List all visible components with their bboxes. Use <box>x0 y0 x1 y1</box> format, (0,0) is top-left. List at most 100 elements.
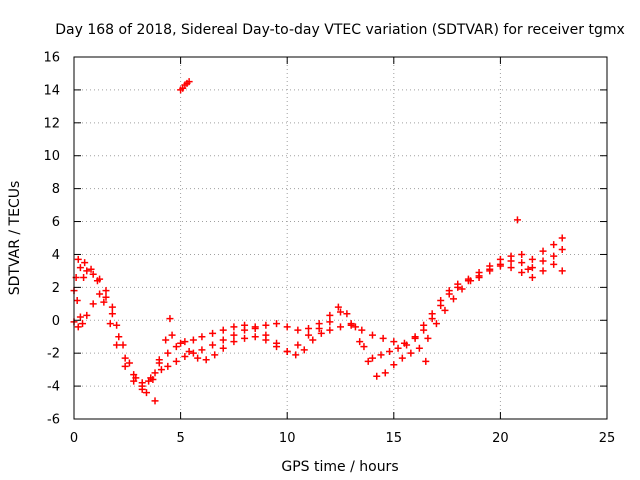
data-point <box>96 290 104 298</box>
data-point <box>181 338 189 346</box>
x-tick-label: 20 <box>492 431 509 446</box>
data-point <box>138 385 146 393</box>
data-point <box>83 311 91 319</box>
data-point <box>108 310 116 318</box>
data-point <box>262 336 270 344</box>
data-point <box>518 269 526 277</box>
data-point <box>211 351 219 359</box>
data-point <box>496 260 504 268</box>
data-point <box>305 331 313 339</box>
data-point <box>241 334 249 342</box>
data-point <box>422 357 430 365</box>
data-point <box>475 273 483 281</box>
data-point <box>360 343 368 351</box>
data-point <box>273 320 281 328</box>
data-point <box>528 273 536 281</box>
data-point <box>157 366 165 374</box>
data-point <box>164 349 172 357</box>
data-point <box>528 264 536 272</box>
data-point <box>539 247 547 255</box>
y-tick-label: 12 <box>43 116 60 131</box>
data-point <box>108 303 116 311</box>
x-tick-label: 15 <box>386 431 403 446</box>
y-axis-label: SDTVAR / TECUs <box>7 181 23 296</box>
data-point <box>74 255 82 263</box>
data-point <box>125 359 133 367</box>
data-point <box>151 369 159 377</box>
data-point <box>202 356 210 364</box>
data-point <box>262 321 270 329</box>
data-point <box>528 255 536 263</box>
data-point <box>273 343 281 351</box>
data-point <box>294 326 302 334</box>
data-point <box>164 362 172 370</box>
data-point <box>138 379 146 387</box>
data-point <box>518 250 526 258</box>
data-point <box>377 351 385 359</box>
data-point <box>283 348 291 356</box>
data-point <box>305 325 313 332</box>
data-point <box>198 333 206 341</box>
y-tick-label: 8 <box>52 182 60 197</box>
data-point <box>219 336 227 344</box>
data-point <box>428 315 436 323</box>
x-axis-label: GPS time / hours <box>281 459 398 475</box>
data-point <box>292 351 300 359</box>
data-point <box>130 377 138 385</box>
data-point <box>356 338 364 346</box>
x-tick-label: 0 <box>70 431 78 446</box>
data-point <box>155 356 163 364</box>
data-point <box>177 339 185 347</box>
data-point <box>326 326 334 334</box>
data-point <box>415 344 423 352</box>
data-point <box>309 336 317 344</box>
data-point <box>432 320 440 328</box>
y-tick-label: -2 <box>47 347 60 362</box>
data-point <box>315 325 323 332</box>
data-point <box>89 270 97 278</box>
data-point <box>441 306 449 314</box>
data-point <box>172 343 180 351</box>
data-point <box>189 336 197 344</box>
data-point <box>437 301 445 309</box>
data-point <box>185 348 193 356</box>
data-point <box>113 321 121 329</box>
data-point <box>219 344 227 352</box>
data-point <box>219 326 227 334</box>
data-point <box>198 346 206 354</box>
series-outliers <box>74 78 532 405</box>
data-point <box>166 315 174 323</box>
data-point <box>317 329 325 337</box>
data-point <box>364 357 372 365</box>
data-point <box>400 339 408 347</box>
data-point <box>102 293 110 301</box>
y-tick-label: 4 <box>52 248 60 263</box>
data-point <box>358 326 366 334</box>
data-point <box>507 257 515 265</box>
data-point <box>93 277 101 285</box>
data-point <box>334 303 342 311</box>
data-point <box>209 329 217 337</box>
data-point <box>230 323 238 331</box>
data-point <box>539 257 547 265</box>
data-point <box>373 372 381 380</box>
data-point <box>445 290 453 298</box>
data-point <box>115 333 123 341</box>
data-point <box>550 241 558 249</box>
data-points <box>70 78 566 405</box>
data-point <box>467 277 475 285</box>
data-point <box>513 216 521 224</box>
data-point <box>550 260 558 268</box>
data-point <box>411 334 419 342</box>
data-point <box>368 354 376 362</box>
data-point <box>89 300 97 308</box>
data-point <box>449 295 457 303</box>
data-point <box>181 352 189 360</box>
data-point <box>518 259 526 267</box>
data-point <box>351 323 359 331</box>
data-point <box>251 325 259 332</box>
data-point <box>230 331 238 339</box>
data-point <box>386 348 394 356</box>
data-point <box>300 346 308 354</box>
